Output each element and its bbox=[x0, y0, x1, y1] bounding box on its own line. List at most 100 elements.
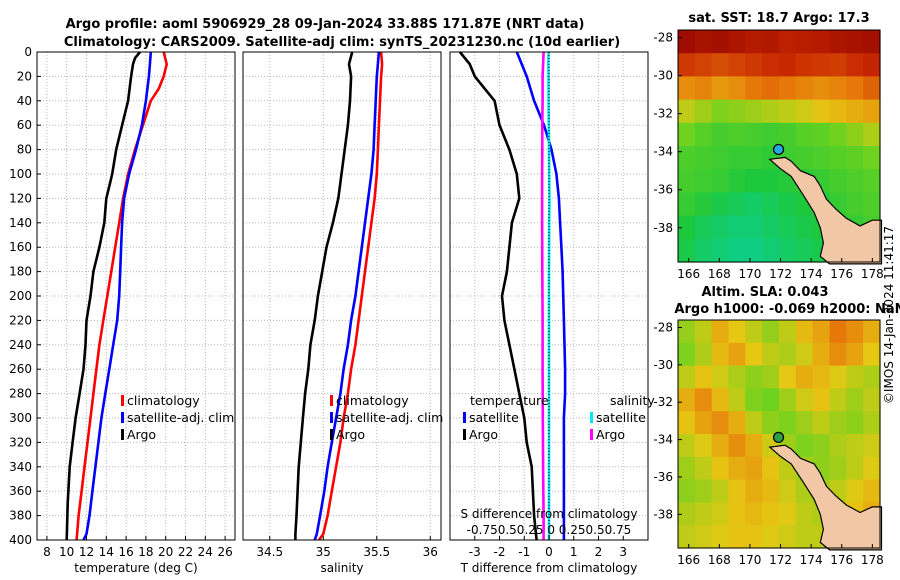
heatmap-cell bbox=[846, 388, 864, 412]
heatmap-cell bbox=[745, 365, 763, 389]
heatmap-cell bbox=[728, 434, 746, 458]
heatmap-cell bbox=[863, 146, 881, 170]
heatmap-cell bbox=[779, 122, 797, 147]
heatmap-cell bbox=[762, 169, 780, 193]
heatmap-cell bbox=[812, 411, 831, 435]
heatmap-cell bbox=[678, 122, 696, 147]
heatmap-cell bbox=[711, 479, 730, 503]
heatmap-cell bbox=[863, 53, 881, 77]
heatmap-cell bbox=[694, 365, 713, 389]
heatmap-cell bbox=[795, 99, 814, 124]
y-tick-label: 240 bbox=[9, 338, 32, 352]
heatmap-cell bbox=[678, 99, 696, 124]
heatmap-cell bbox=[711, 388, 730, 412]
difference-profile-panel: -3 -2 -1 0 1 2 3 T difference from climatology t… bbox=[449, 51, 655, 575]
heatmap-cell bbox=[846, 169, 864, 193]
heatmap-cell bbox=[728, 53, 746, 77]
heatmap-cell bbox=[779, 192, 797, 217]
lat-tick-label: -32 bbox=[653, 395, 673, 409]
heatmap-cell bbox=[694, 238, 713, 263]
lat-tick-label: -36 bbox=[653, 183, 673, 197]
heatmap-cell bbox=[829, 320, 847, 344]
heatmap-cell bbox=[795, 342, 814, 367]
heatmap-cell bbox=[846, 365, 864, 389]
heatmap-cell bbox=[762, 342, 780, 367]
y-tick-label: 200 bbox=[9, 289, 32, 303]
lon-tick-label: 172 bbox=[769, 267, 792, 281]
y-tick-label: 40 bbox=[17, 94, 32, 108]
heatmap-cell bbox=[846, 434, 864, 458]
legend-satellite-adj: satellite-adj. clim bbox=[127, 410, 234, 425]
heatmap-cell bbox=[678, 456, 696, 481]
heatmap-cell bbox=[694, 388, 713, 412]
heatmap-cell bbox=[795, 388, 814, 412]
y-tick-label: 160 bbox=[9, 240, 32, 254]
heatmap-cell bbox=[863, 320, 881, 344]
series-line-argo bbox=[65, 51, 142, 541]
lat-tick-label: -30 bbox=[653, 69, 673, 83]
x-tick-label: 26 bbox=[217, 545, 232, 559]
heatmap-cell bbox=[863, 411, 881, 435]
x-tick-label: 1 bbox=[570, 545, 578, 559]
figure-title-line1: Argo profile: aoml 5906929_28 09-Jan-202… bbox=[66, 17, 585, 32]
x-axis-label: salinity bbox=[320, 561, 363, 575]
heatmap-cell bbox=[694, 456, 713, 481]
lon-tick-label: 176 bbox=[830, 267, 853, 281]
heatmap-cell bbox=[745, 215, 763, 240]
heatmap-cell bbox=[829, 122, 847, 147]
legend-argo: Argo bbox=[336, 427, 365, 442]
heatmap-cell bbox=[728, 169, 746, 193]
heatmap-cell bbox=[711, 99, 730, 124]
heatmap-cell bbox=[829, 434, 847, 458]
lon-tick-label: 174 bbox=[800, 553, 823, 567]
heatmap-cell bbox=[745, 320, 763, 344]
salinity-profile-panel: 34.5 35 35.5 36 salinity climatology satellite… bbox=[242, 51, 443, 575]
lon-tick-label: 178 bbox=[861, 267, 884, 281]
heatmap-cell bbox=[728, 342, 746, 367]
legend-climatology: climatology bbox=[127, 393, 200, 408]
heatmap-cell bbox=[846, 320, 864, 344]
lat-tick-label: -28 bbox=[653, 320, 673, 334]
y-tick-label: 60 bbox=[17, 118, 32, 132]
x-tick-label: 20 bbox=[158, 545, 173, 559]
heatmap-cell bbox=[795, 434, 814, 458]
x-tick-label: -2 bbox=[494, 545, 506, 559]
heatmap-cell bbox=[779, 525, 797, 549]
series-line-salinity-satellite bbox=[546, 51, 551, 540]
heatmap-cell bbox=[728, 456, 746, 481]
heatmap-cell bbox=[762, 388, 780, 412]
heatmap-cell bbox=[846, 76, 864, 101]
y-tick-label: 380 bbox=[9, 509, 32, 523]
lat-tick-label: -36 bbox=[653, 470, 673, 484]
x-tick-label: 10 bbox=[59, 545, 74, 559]
argo-profile-marker bbox=[772, 143, 785, 156]
heatmap-cell bbox=[812, 365, 831, 389]
x-tick-label: -3 bbox=[469, 545, 481, 559]
heatmap-cell bbox=[812, 122, 831, 147]
heatmap-cell bbox=[829, 411, 847, 435]
heatmap-cell bbox=[728, 320, 746, 344]
heatmap-cell bbox=[779, 76, 797, 101]
heatmap-cell bbox=[678, 342, 696, 367]
heatmap-cell bbox=[762, 30, 780, 54]
heatmap-cell bbox=[779, 238, 797, 263]
heatmap-cell bbox=[863, 434, 881, 458]
heatmap-cell bbox=[728, 99, 746, 124]
heatmap-cell bbox=[795, 76, 814, 101]
heatmap-cell bbox=[711, 411, 730, 435]
sst-map-panel: 166 168 170 172 174 176 178 -28 -30 -32 -34 -36 -38 s… bbox=[653, 11, 883, 281]
heatmap-cell bbox=[728, 215, 746, 240]
x-tick-label: 36 bbox=[423, 545, 438, 559]
series-line-argo bbox=[294, 51, 354, 540]
heatmap-cell bbox=[711, 53, 730, 77]
lat-tick-label: -28 bbox=[653, 31, 673, 45]
heatmap-cell bbox=[745, 388, 763, 412]
heatmap-cell bbox=[762, 525, 780, 549]
heatmap-cell bbox=[711, 238, 730, 263]
heatmap-cell bbox=[745, 479, 763, 503]
heatmap-cell bbox=[779, 502, 797, 526]
heatmap-cell bbox=[762, 365, 780, 389]
heatmap-cell bbox=[678, 169, 696, 193]
heatmap-cell bbox=[779, 479, 797, 503]
map-frame bbox=[677, 29, 881, 263]
